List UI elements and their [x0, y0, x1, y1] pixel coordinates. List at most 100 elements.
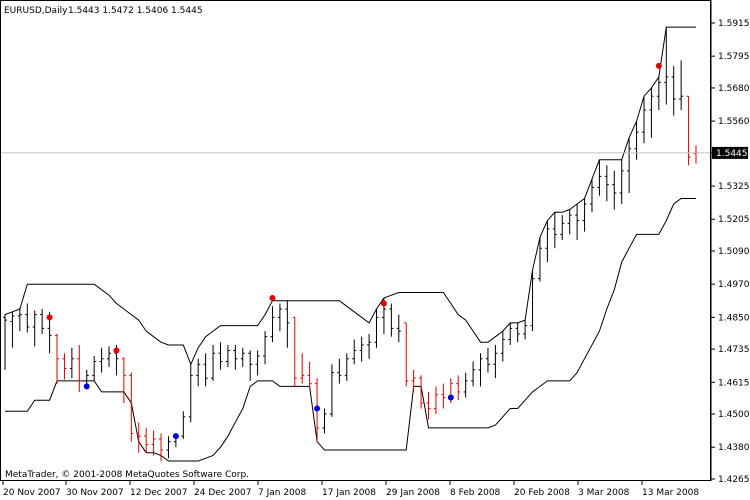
- ohlc-bar: [270, 306, 275, 343]
- ohlc-bar: [515, 322, 520, 343]
- ohlc-bar: [17, 307, 22, 332]
- price-channel: [4, 26, 696, 462]
- ohlc-bar: [441, 383, 446, 409]
- ohlc-bar: [322, 408, 327, 434]
- ohlc-bar: [396, 314, 401, 343]
- ohlc-bar: [523, 320, 528, 340]
- red-signal-dot: [113, 347, 120, 354]
- current-price-box: [712, 146, 748, 159]
- ohlc-bar: [188, 364, 193, 423]
- ohlc-bar: [589, 179, 594, 213]
- ohlc-bar: [686, 95, 691, 166]
- current-price-label: 1.5445: [716, 149, 748, 159]
- ohlc-bar: [307, 361, 312, 390]
- ohlc-bar: [604, 165, 609, 202]
- ohlc-bar: [3, 314, 7, 370]
- ohlc-bar: [478, 353, 483, 387]
- y-tick-label: 1.5915: [718, 19, 750, 29]
- red-signal-dot: [655, 62, 662, 69]
- ohlc-bar: [10, 311, 15, 348]
- blue-signal-dot: [172, 433, 179, 440]
- y-tick-label: 1.4970: [718, 280, 750, 290]
- ohlc-bar: [627, 137, 632, 193]
- ohlc-bar: [367, 333, 372, 359]
- y-tick-label: 1.4735: [718, 345, 750, 355]
- ohlc-bar: [433, 386, 438, 415]
- ohlc-bar: [530, 270, 535, 332]
- blue-signal-dot: [447, 394, 454, 401]
- ohlc-bar: [240, 347, 245, 368]
- ohlc-bar: [612, 170, 617, 210]
- y-tick-label: 1.4265: [718, 475, 750, 485]
- ohlc-bar: [344, 353, 349, 381]
- ohlc-bar: [575, 204, 580, 240]
- ohlc-bar: [426, 391, 431, 420]
- ohlc-bar: [560, 215, 565, 240]
- ohlc-bar: [411, 369, 416, 392]
- ohlc-bar: [597, 159, 602, 196]
- chart-title: EURUSD,Daily: [4, 6, 68, 16]
- ohlc-bar: [121, 357, 126, 403]
- ohlc-bar: [552, 212, 557, 249]
- y-tick-label: 1.5680: [718, 84, 750, 94]
- ohlc-bar: [471, 361, 476, 387]
- ohlc-bar: [619, 159, 624, 205]
- ohlc-bar: [263, 331, 268, 365]
- ohlc-bar: [292, 316, 297, 387]
- ohlc-bar: [337, 358, 342, 384]
- y-tick-label: 1.5795: [718, 52, 750, 62]
- copyright-text: MetaTrader, © 2001-2008 MetaQuotes Softw…: [5, 470, 249, 480]
- current-price: 1.5445: [1, 146, 748, 159]
- ohlc-bar: [69, 347, 74, 379]
- ohlc-bar: [537, 237, 542, 282]
- ohlc-bar: [508, 322, 513, 345]
- ohlc-bar: [567, 209, 572, 235]
- x-tick-label: 20 Feb 2008: [514, 488, 570, 498]
- x-tick-label: 13 Mar 2008: [642, 488, 699, 498]
- y-tick-label: 1.5090: [718, 247, 750, 257]
- ohlc-bar: [77, 344, 82, 392]
- ohlc-bars: [3, 27, 698, 462]
- red-signal-dot: [46, 314, 53, 321]
- y-axis: 1.5915 1.5795 1.5680 1.5560 1.5325 1.5205 1.50…: [711, 19, 750, 485]
- ohlc-bar: [300, 353, 305, 384]
- ohlc-bar: [277, 303, 282, 332]
- ohlc-bar: [107, 346, 112, 368]
- y-tick-label: 1.5205: [718, 215, 750, 225]
- x-tick-label: 24 Dec 2007: [194, 488, 252, 498]
- ohlc-bar: [255, 350, 260, 376]
- ohlc-bar: [211, 344, 216, 381]
- y-tick-label: 1.4500: [718, 410, 750, 420]
- ohlc-bar: [92, 356, 97, 381]
- ohlc-bar: [649, 87, 654, 138]
- ohlc-bar: [404, 322, 409, 387]
- chart-quote: 1.5443 1.5472 1.5406 1.5445: [68, 6, 203, 16]
- ohlc-bar: [248, 350, 253, 381]
- ohlc-bar: [493, 344, 498, 379]
- plot-frame: [0, 0, 711, 481]
- ohlc-bar: [166, 436, 171, 459]
- ohlc-bar: [456, 375, 461, 401]
- ohlc-bar: [55, 333, 60, 384]
- ohlc-bar: [99, 347, 104, 373]
- ohlc-bar: [25, 303, 30, 333]
- ohlc-bar: [40, 309, 45, 334]
- x-tick-label: 12 Dec 2007: [130, 488, 188, 498]
- ohlc-bar: [582, 198, 587, 232]
- ohlc-bar: [641, 96, 646, 144]
- ohlc-bar: [196, 358, 201, 387]
- x-tick-label: 20 Nov 2007: [3, 488, 61, 498]
- x-tick-label: 3 Mar 2008: [578, 488, 630, 498]
- ohlc-bar: [359, 336, 364, 362]
- ohlc-bar: [136, 422, 141, 453]
- ohlc-bar: [62, 353, 67, 380]
- ohlc-bar: [329, 364, 334, 417]
- y-tick-label: 1.5560: [718, 117, 750, 127]
- ohlc-bar: [463, 372, 468, 398]
- blue-signal-dot: [314, 405, 321, 412]
- ohlc-bar: [159, 433, 164, 462]
- ohlc-bar: [129, 372, 134, 442]
- y-tick-label: 1.4850: [718, 313, 750, 323]
- ohlc-bar: [144, 427, 149, 453]
